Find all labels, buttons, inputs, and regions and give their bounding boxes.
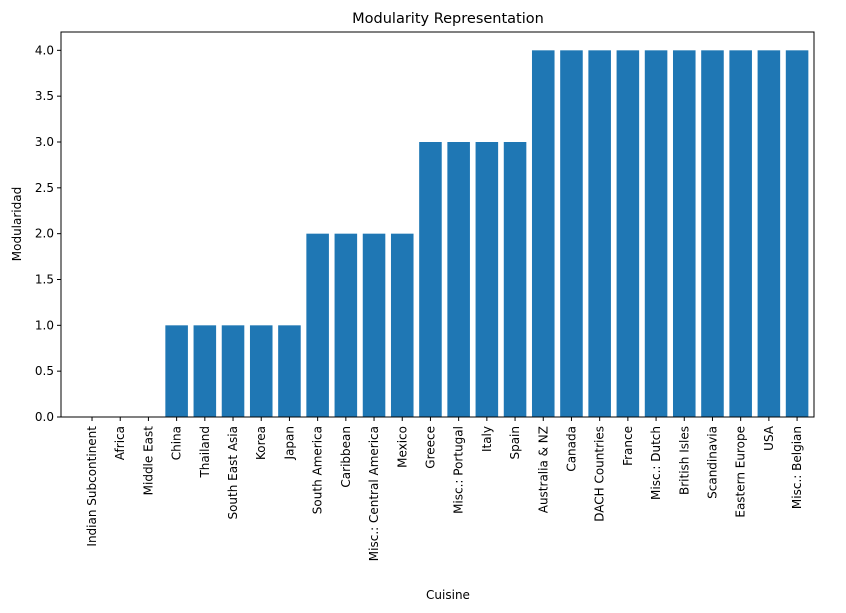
bar-22	[701, 50, 724, 417]
y-axis: 0.0 0.5 1.0 1.5 2.0 2.5 3.0 3.5 4.0	[35, 43, 61, 424]
bar-21	[672, 50, 696, 417]
bar-25	[785, 50, 809, 417]
bar-15	[503, 142, 527, 417]
bars-group	[165, 50, 809, 417]
bar-14	[475, 142, 499, 417]
x-tick-label: China	[170, 426, 184, 460]
x-axis: Indian Subcontinent Africa Middle East Chin…	[85, 417, 804, 561]
x-tick-label: British Isles	[677, 426, 691, 495]
x-tick-label: DACH Countries	[593, 426, 607, 522]
bar-24	[757, 50, 781, 417]
bar-10	[362, 233, 386, 417]
x-tick-label: Italy	[480, 426, 494, 452]
bar-13	[447, 142, 470, 417]
x-tick-label: Africa	[113, 426, 127, 460]
y-axis-label: Modularidad	[10, 187, 24, 261]
bar-19	[616, 50, 640, 417]
y-tick-label: 2.0	[35, 227, 54, 241]
x-tick-label: Eastern Europe	[734, 426, 748, 518]
x-tick-label: Canada	[564, 426, 578, 472]
y-tick-label: 0.5	[35, 364, 54, 378]
x-tick-label: Caribbean	[339, 426, 353, 488]
bar-11	[390, 233, 414, 417]
x-tick-label: Thailand	[198, 426, 212, 479]
bar-5	[221, 325, 245, 417]
x-tick-label: Greece	[423, 426, 437, 469]
bar-17	[560, 50, 583, 417]
x-tick-label: USA	[762, 425, 776, 451]
x-tick-label: Korea	[254, 426, 268, 460]
bar-20	[644, 50, 668, 417]
bar-4	[193, 325, 217, 417]
y-tick-label: 2.5	[35, 181, 54, 195]
chart-title: Modularity Representation	[352, 11, 544, 27]
x-tick-label: Misc.: Portugal	[452, 426, 466, 514]
x-tick-label: South America	[311, 426, 325, 514]
bar-12	[419, 142, 442, 417]
y-tick-label: 0.0	[35, 410, 54, 424]
x-tick-label: Misc.: Dutch	[649, 426, 663, 500]
x-tick-label: Indian Subcontinent	[85, 426, 99, 547]
bar-7	[278, 325, 301, 417]
x-tick-label: Japan	[282, 426, 296, 460]
bar-6	[249, 325, 273, 417]
x-tick-label: Misc.: Central America	[367, 426, 381, 561]
bar-16	[531, 50, 555, 417]
bar-18	[588, 50, 611, 417]
bar-9	[334, 233, 358, 417]
x-tick-label: Mexico	[395, 426, 409, 468]
x-tick-label: Australia & NZ	[536, 426, 550, 513]
y-tick-label: 4.0	[35, 43, 54, 57]
x-axis-label: Cuisine	[426, 588, 470, 602]
bar-3	[165, 325, 188, 417]
y-tick-label: 3.0	[35, 135, 54, 149]
bar-23	[729, 50, 752, 417]
x-tick-label: Spain	[508, 426, 522, 460]
y-tick-label: 1.5	[35, 273, 54, 287]
x-tick-label: Misc.: Belgian	[790, 426, 804, 509]
bar-8	[306, 233, 329, 417]
x-tick-label: South East Asia	[226, 426, 240, 520]
y-tick-label: 1.0	[35, 318, 54, 332]
x-tick-label: Middle East	[141, 426, 155, 496]
x-tick-label: Scandinavia	[705, 426, 719, 499]
plot-frame	[60, 31, 815, 418]
x-tick-label: France	[621, 426, 635, 466]
y-tick-label: 3.5	[35, 89, 54, 103]
